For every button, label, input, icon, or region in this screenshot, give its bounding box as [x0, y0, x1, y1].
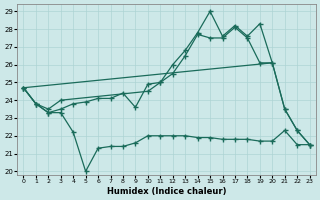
X-axis label: Humidex (Indice chaleur): Humidex (Indice chaleur) — [107, 187, 226, 196]
